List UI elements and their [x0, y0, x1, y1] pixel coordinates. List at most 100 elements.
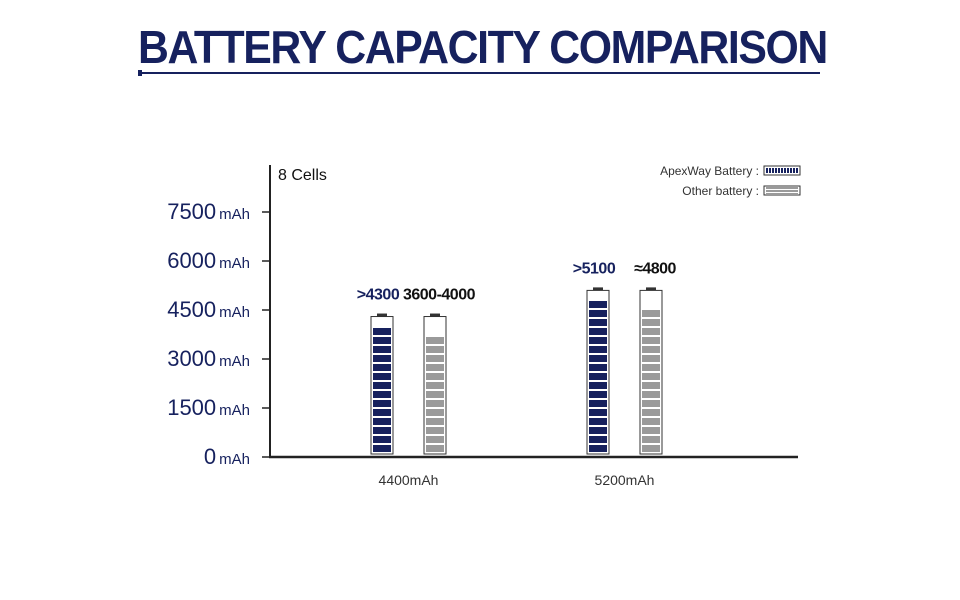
battery-cell-stripe [373, 418, 391, 425]
y-tick-value: 1500 [167, 395, 216, 420]
battery-cell-stripe [426, 409, 444, 416]
battery-cell-stripe [642, 382, 660, 389]
y-tick-value: 7500 [167, 199, 216, 224]
battery-cell-stripe [426, 346, 444, 353]
battery-cell-stripe [589, 319, 607, 326]
y-tick-unit: mAh [219, 353, 250, 370]
legend-swatch-stripe [772, 168, 774, 173]
apexway-battery-bar [370, 313, 394, 455]
battery-cell-stripe [589, 436, 607, 443]
battery-cell-stripe [642, 418, 660, 425]
battery-cell-stripe [426, 364, 444, 371]
battery-cell-stripe [642, 364, 660, 371]
battery-cell-stripe [426, 391, 444, 398]
title-underline [138, 72, 820, 74]
battery-cell-stripe [642, 391, 660, 398]
battery-cell-stripe [373, 436, 391, 443]
y-tick-unit: mAh [219, 451, 250, 468]
y-tick-label: 6000 mAh [167, 248, 250, 273]
battery-cell-stripe [373, 391, 391, 398]
battery-cell-stripe [589, 391, 607, 398]
battery-cell-stripe [642, 346, 660, 353]
battery-cell-stripe [589, 346, 607, 353]
legend-label: Other battery : [682, 184, 759, 198]
x-tick-label: 4400mAh [379, 472, 439, 488]
apexway-battery-bar [586, 287, 610, 455]
battery-cell-stripe [589, 445, 607, 452]
battery-cell-stripe [426, 382, 444, 389]
battery-cell-stripe [589, 301, 607, 308]
y-tick-value: 0 [204, 444, 216, 469]
data-label: >5100 [573, 260, 616, 277]
legend-swatch-stripe [766, 193, 798, 195]
data-label: ≈4800 [634, 260, 676, 277]
battery-cell-stripe [589, 427, 607, 434]
battery-cell-stripe [642, 436, 660, 443]
y-tick-label: 7500 mAh [167, 199, 250, 224]
legend-swatch-stripe [766, 168, 768, 173]
y-tick-unit: mAh [219, 255, 250, 272]
battery-cell-stripe [642, 328, 660, 335]
legend-swatch-stripe [793, 168, 795, 173]
legend-swatch-stripe [775, 168, 777, 173]
legend-swatch-stripe [778, 168, 780, 173]
battery-cell-stripe [589, 364, 607, 371]
legend-swatch-stripe [766, 187, 798, 189]
battery-cell-stripe [426, 400, 444, 407]
battery-cell-stripe [642, 427, 660, 434]
battery-cell-stripe [589, 418, 607, 425]
y-tick-value: 6000 [167, 248, 216, 273]
battery-cell-stripe [642, 337, 660, 344]
y-tick-unit: mAh [219, 402, 250, 419]
page-title: BATTERY CAPACITY COMPARISON [138, 21, 828, 73]
battery-cell-stripe [426, 427, 444, 434]
y-tick-value: 4500 [167, 297, 216, 322]
battery-cell-stripe [426, 418, 444, 425]
battery-cell-stripe [642, 409, 660, 416]
y-tick-label: 3000 mAh [167, 346, 250, 371]
y-tick-unit: mAh [219, 206, 250, 223]
battery-cell-stripe [589, 355, 607, 362]
y-tick-value: 3000 [167, 346, 216, 371]
battery-cell-stripe [373, 445, 391, 452]
chart-subtitle: 8 Cells [278, 167, 327, 184]
battery-cell-stripe [373, 328, 391, 335]
battery-cell-stripe [373, 337, 391, 344]
legend-swatch-stripe [766, 190, 798, 192]
battery-cell-stripe [642, 355, 660, 362]
legend-swatch-other [763, 185, 801, 196]
battery-cell-stripe [426, 445, 444, 452]
legend-swatch-stripe [796, 168, 798, 173]
battery-cell-stripe [642, 445, 660, 452]
battery-cell-stripe [589, 310, 607, 317]
data-label: 3600-4000 [403, 287, 476, 304]
legend-swatch-stripe [769, 168, 771, 173]
y-tick-label: 4500 mAh [167, 297, 250, 322]
legend-label: ApexWay Battery : [660, 164, 759, 178]
battery-cell-stripe [373, 373, 391, 380]
battery-terminal [377, 313, 387, 317]
battery-cell-stripe [589, 328, 607, 335]
y-tick-unit: mAh [219, 304, 250, 321]
battery-cell-stripe [373, 382, 391, 389]
battery-cell-stripe [642, 310, 660, 317]
battery-cell-stripe [589, 337, 607, 344]
data-label: >4300 [357, 287, 400, 304]
y-tick-label: 0 mAh [204, 444, 250, 469]
battery-cell-stripe [426, 436, 444, 443]
battery-cell-stripe [373, 400, 391, 407]
battery-cell-stripe [426, 373, 444, 380]
battery-cell-stripe [642, 400, 660, 407]
other-battery-bar [639, 287, 663, 455]
legend-swatch-stripe [790, 168, 792, 173]
battery-cell-stripe [373, 355, 391, 362]
legend-swatch-stripe [784, 168, 786, 173]
legend-swatch-apexway [763, 165, 801, 176]
battery-cell-stripe [373, 409, 391, 416]
battery-cell-stripe [642, 319, 660, 326]
battery-cell-stripe [589, 409, 607, 416]
battery-terminal [430, 313, 440, 317]
battery-cell-stripe [589, 382, 607, 389]
battery-cell-stripe [426, 355, 444, 362]
